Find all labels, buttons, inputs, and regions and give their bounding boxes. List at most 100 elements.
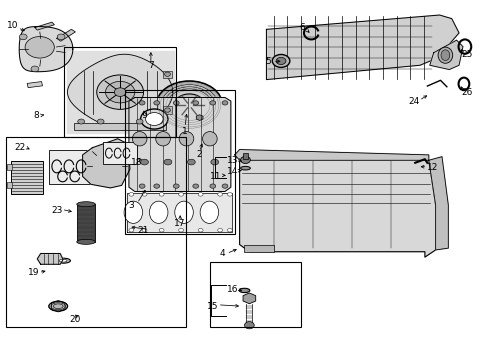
Bar: [64, 47, 176, 137]
Circle shape: [142, 193, 147, 196]
Circle shape: [164, 72, 170, 76]
Polygon shape: [429, 40, 462, 69]
Text: 13: 13: [226, 156, 238, 165]
Text: 25: 25: [461, 50, 472, 59]
Circle shape: [97, 75, 143, 109]
Circle shape: [154, 101, 159, 105]
Circle shape: [217, 193, 222, 196]
Circle shape: [222, 101, 227, 105]
Circle shape: [240, 156, 250, 163]
Circle shape: [198, 193, 203, 196]
Text: 21: 21: [137, 226, 148, 235]
Ellipse shape: [49, 301, 67, 311]
Ellipse shape: [56, 258, 70, 263]
Bar: [74, 123, 166, 130]
Ellipse shape: [59, 259, 67, 262]
Circle shape: [142, 228, 147, 232]
Text: 3: 3: [128, 201, 134, 210]
Bar: [210, 262, 300, 327]
Bar: [163, 71, 171, 78]
Text: 14: 14: [226, 167, 238, 176]
Circle shape: [272, 54, 289, 67]
Circle shape: [166, 89, 211, 122]
Circle shape: [97, 119, 104, 124]
Bar: [11, 161, 43, 194]
Bar: [244, 244, 273, 252]
Polygon shape: [67, 54, 172, 130]
Polygon shape: [234, 149, 428, 160]
Text: 6: 6: [299, 23, 305, 32]
Circle shape: [159, 228, 163, 232]
Circle shape: [163, 159, 171, 165]
Circle shape: [57, 34, 65, 40]
Ellipse shape: [179, 132, 193, 146]
Circle shape: [210, 159, 218, 165]
Circle shape: [209, 101, 215, 105]
Ellipse shape: [156, 132, 170, 146]
Circle shape: [159, 193, 163, 196]
Ellipse shape: [202, 132, 217, 146]
Polygon shape: [129, 98, 230, 192]
Circle shape: [276, 57, 285, 64]
Polygon shape: [57, 30, 75, 41]
Circle shape: [173, 184, 179, 188]
Circle shape: [19, 34, 27, 40]
Circle shape: [185, 103, 193, 108]
Circle shape: [163, 87, 214, 124]
Bar: [6, 182, 12, 188]
Circle shape: [139, 101, 145, 105]
Ellipse shape: [132, 132, 147, 146]
Ellipse shape: [240, 166, 250, 170]
Bar: [27, 82, 42, 88]
Ellipse shape: [174, 201, 193, 224]
Polygon shape: [66, 51, 173, 134]
Circle shape: [192, 184, 198, 188]
Text: 22: 22: [15, 143, 26, 152]
Ellipse shape: [437, 47, 452, 63]
Bar: [125, 90, 234, 234]
Circle shape: [173, 101, 179, 105]
Circle shape: [129, 228, 134, 232]
Polygon shape: [266, 15, 458, 80]
Circle shape: [178, 228, 183, 232]
Circle shape: [141, 159, 148, 165]
Circle shape: [178, 193, 183, 196]
Ellipse shape: [77, 202, 95, 207]
Text: 2: 2: [197, 150, 202, 159]
Text: 12: 12: [426, 163, 437, 172]
Circle shape: [222, 184, 227, 188]
Circle shape: [198, 228, 203, 232]
Polygon shape: [127, 193, 232, 232]
Ellipse shape: [200, 201, 218, 224]
Circle shape: [161, 85, 217, 126]
Ellipse shape: [77, 239, 95, 244]
Text: 10: 10: [7, 21, 19, 30]
Text: 1: 1: [182, 127, 187, 136]
Circle shape: [227, 228, 232, 232]
Circle shape: [180, 99, 198, 112]
Text: 5: 5: [264, 57, 270, 66]
Circle shape: [105, 81, 135, 103]
Text: 24: 24: [408, 96, 419, 105]
Circle shape: [244, 321, 254, 329]
Polygon shape: [82, 139, 130, 188]
Ellipse shape: [149, 201, 167, 224]
Text: 9: 9: [142, 111, 147, 120]
Polygon shape: [37, 253, 63, 264]
Circle shape: [173, 94, 204, 117]
Circle shape: [192, 101, 198, 105]
Text: 23: 23: [51, 206, 62, 215]
Polygon shape: [35, 22, 54, 30]
Circle shape: [25, 37, 54, 58]
Circle shape: [156, 119, 162, 124]
Circle shape: [156, 81, 222, 130]
Text: 16: 16: [226, 285, 238, 294]
Polygon shape: [19, 27, 73, 72]
Circle shape: [154, 184, 159, 188]
Circle shape: [187, 159, 195, 165]
Text: 19: 19: [28, 268, 40, 277]
Bar: [103, 142, 137, 164]
Text: 8: 8: [33, 111, 39, 120]
Text: 7: 7: [148, 61, 153, 70]
Circle shape: [139, 184, 145, 188]
